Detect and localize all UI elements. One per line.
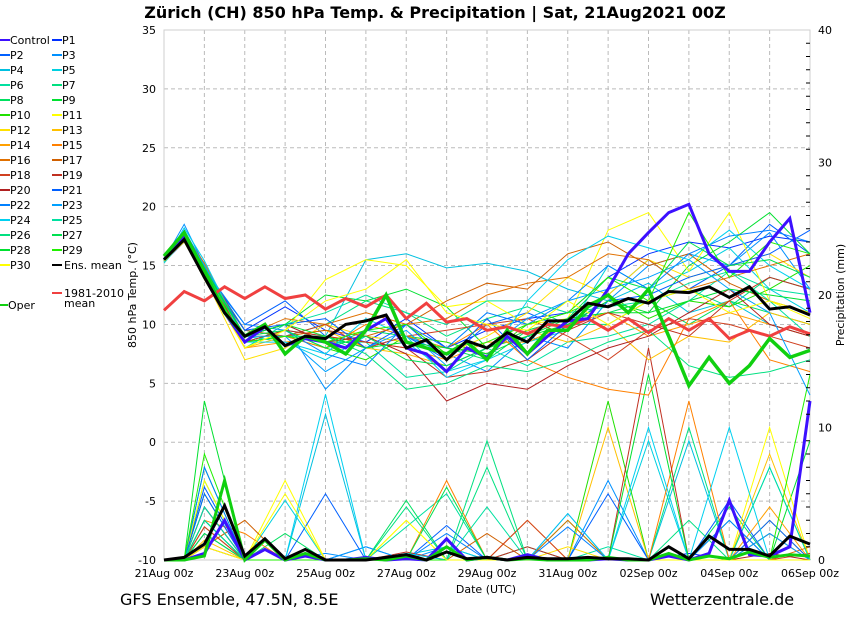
footer-source: GFS Ensemble, 47.5N, 8.5E	[120, 590, 339, 609]
legend-label-p25: P25	[62, 214, 83, 227]
legend-label-control: Control	[10, 34, 50, 47]
legend-label-p28: P28	[10, 244, 31, 257]
y-tick-label: 25	[142, 142, 156, 155]
legend-label-p24: P24	[10, 214, 31, 227]
y2-tick-label: 30	[818, 157, 832, 170]
legend-label-p29: P29	[62, 244, 83, 257]
legend-label-p16: P16	[10, 154, 31, 167]
y2-axis-label: Precipitation (mm)	[834, 244, 847, 346]
legend-label-oper: Oper	[8, 299, 35, 312]
legend-label-p30: P30	[10, 259, 31, 272]
legend-label-p22: P22	[10, 199, 31, 212]
x-tick-label: 25Aug 00z	[296, 567, 355, 580]
legend-label-climatology: 1981-2010	[64, 287, 124, 300]
legend-label-p27: P27	[62, 229, 83, 242]
x-tick-label: 27Aug 00z	[377, 567, 436, 580]
temp-line-p28	[163, 231, 811, 355]
legend-label-p15: P15	[62, 139, 83, 152]
legend-label-p4: P4	[10, 64, 24, 77]
y-tick-label: 30	[142, 83, 156, 96]
legend-label-p5: P5	[62, 64, 76, 77]
y2-tick-label: 40	[818, 24, 832, 37]
chart-title: Zürich (CH) 850 hPa Temp. & Precipitatio…	[144, 3, 726, 23]
legend-label-p1: P1	[62, 34, 76, 47]
y2-tick-label: 20	[818, 289, 832, 302]
legend-label-p20: P20	[10, 184, 31, 197]
x-axis-label: Date (UTC)	[456, 583, 516, 596]
x-tick-label: 06Sep 00z	[781, 567, 839, 580]
x-tick-label: 21Aug 00z	[135, 567, 194, 580]
y-tick-label: 35	[142, 24, 156, 37]
legend-label-p23: P23	[62, 199, 83, 212]
series-layer	[162, 202, 812, 563]
y-tick-label: 0	[149, 436, 156, 449]
legend-label-p12: P12	[10, 124, 31, 137]
y-tick-label: 15	[142, 260, 156, 273]
legend-label-climatology-2: mean	[64, 297, 95, 310]
legend-label-p26: P26	[10, 229, 31, 242]
y-tick-label: 20	[142, 201, 156, 214]
legend-label-ens-mean: Ens. mean	[64, 259, 122, 272]
precip-line-p26	[164, 439, 810, 562]
y-tick-label: 10	[142, 318, 156, 331]
y-tick-label: 5	[149, 377, 156, 390]
legend-label-p7: P7	[62, 79, 76, 92]
temp-line-p21	[163, 229, 811, 361]
legend-label-p17: P17	[62, 154, 83, 167]
legend-label-p13: P13	[62, 124, 83, 137]
legend-label-p11: P11	[62, 109, 83, 122]
y2-tick-label: 10	[818, 422, 832, 435]
legend-label-p21: P21	[62, 184, 83, 197]
temp-line-p22	[163, 229, 811, 367]
y-axis-label: 850 hPa Temp. (°C)	[126, 242, 139, 348]
x-tick-label: 29Aug 00z	[458, 567, 517, 580]
precip-line-ens-mean	[163, 502, 811, 562]
grid	[164, 30, 810, 560]
legend-label-p18: P18	[10, 169, 31, 182]
axes: -10 -5 0 5 10 15 20 25 30 35 0 10 20 30 40 21Aug 00z 23A…	[135, 24, 840, 580]
y-tick-label: -10	[138, 554, 156, 567]
legend-label-p9: P9	[62, 94, 76, 107]
legend: Control P1 P2 P3 P4 P5 P6 P7 P8 P9 P10 P11 P12 P13 P14…	[0, 34, 124, 312]
temp-line-ens-mean	[162, 237, 811, 362]
temp-line-climatology	[162, 285, 811, 341]
legend-label-p19: P19	[62, 169, 83, 182]
legend-label-p2: P2	[10, 49, 24, 62]
y-tick-label: -5	[145, 495, 156, 508]
x-tick-label: 04Sep 00z	[700, 567, 758, 580]
x-tick-label: 23Aug 00z	[215, 567, 274, 580]
legend-label-p6: P6	[10, 79, 24, 92]
x-tick-label: 31Aug 00z	[538, 567, 597, 580]
x-tick-label: 02Sep 00z	[620, 567, 678, 580]
legend-label-p10: P10	[10, 109, 31, 122]
legend-label-p3: P3	[62, 49, 76, 62]
legend-label-p14: P14	[10, 139, 31, 152]
y2-tick-label: 0	[818, 554, 825, 567]
legend-label-p8: P8	[10, 94, 24, 107]
footer-site: Wetterzentrale.de	[650, 590, 794, 609]
